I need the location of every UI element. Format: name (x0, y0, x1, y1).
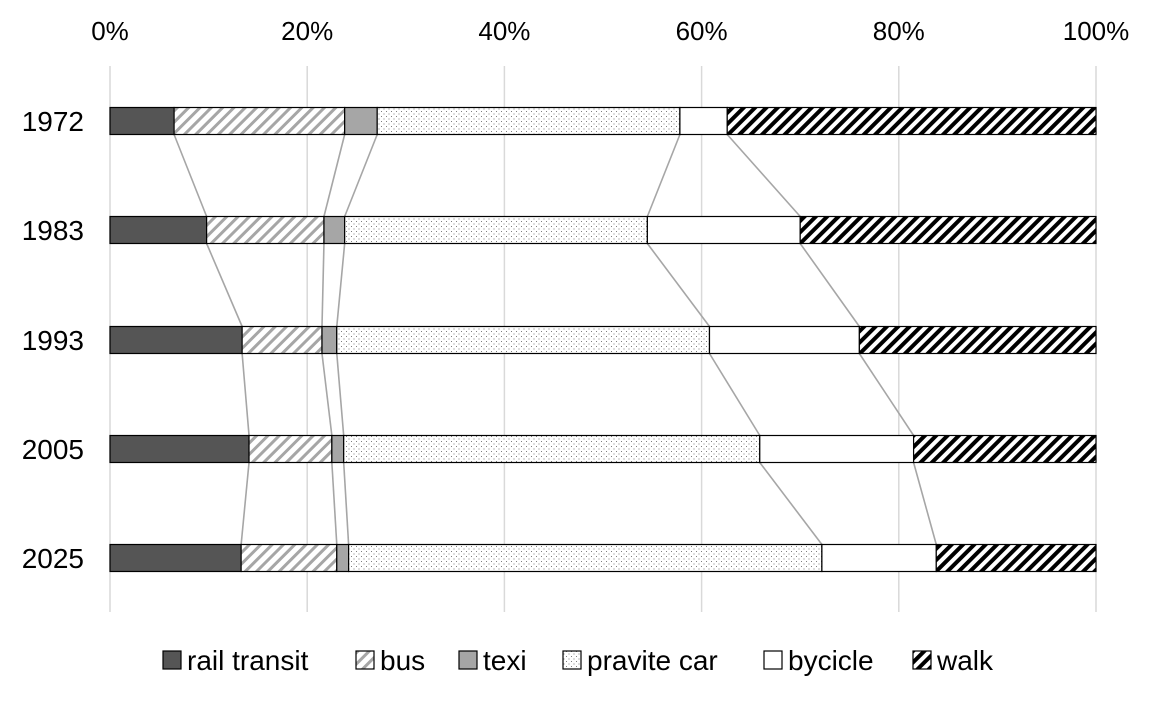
series-line (173, 134, 208, 217)
category-label: 1972 (22, 106, 84, 137)
category-label: 1983 (22, 215, 84, 246)
legend-swatch (458, 650, 478, 670)
legend-swatch (355, 650, 375, 670)
bar-segment-rail-transit (109, 325, 243, 355)
x-tick-label: 40% (478, 16, 530, 46)
series-line (321, 243, 325, 327)
series-line (321, 353, 333, 436)
bar-segment-bycicle (708, 325, 860, 355)
bar-segment-pravite-car (348, 543, 823, 573)
bar-segment-bycicle (646, 215, 801, 245)
series-line (708, 353, 761, 436)
bars (109, 106, 1097, 573)
series-connector-lines (173, 133, 938, 545)
legend-swatch (162, 650, 182, 670)
series-line (331, 462, 338, 545)
bar-segment-texi (323, 215, 346, 245)
bar-segment-rail-transit (109, 543, 242, 573)
bar-segment-walk (912, 434, 1097, 464)
series-line (726, 133, 801, 218)
y-axis-category-labels: 1972 1983 1993 2005 2025 (22, 106, 84, 574)
series-line (323, 134, 346, 217)
series-line (912, 462, 938, 545)
bar-segment-bycicle (821, 543, 937, 573)
legend: rail transit bus texi pravite car bycicle wal… (162, 645, 994, 676)
legend-swatch (562, 650, 582, 670)
bar-segment-bus (248, 434, 333, 464)
series-line (343, 134, 378, 217)
series-line (205, 243, 243, 327)
series-line (241, 353, 250, 436)
bar-segment-bus (206, 215, 325, 245)
bar-segment-texi (344, 106, 378, 136)
series-line (646, 134, 681, 217)
series-line (335, 243, 346, 327)
x-tick-label: 60% (676, 16, 728, 46)
bar-segment-texi (336, 543, 350, 573)
legend-label: walk (936, 645, 994, 676)
bar-segment-bycicle (679, 106, 728, 136)
legend-label: pravite car (587, 645, 718, 676)
bar-segment-texi (321, 325, 338, 355)
series-line (646, 243, 711, 327)
legend-label: bus (380, 645, 425, 676)
bar-segment-rail-transit (109, 215, 208, 245)
category-label: 2025 (22, 543, 84, 574)
series-line (342, 462, 350, 545)
bar-segment-pravite-car (343, 434, 761, 464)
bar-segment-bus (240, 543, 338, 573)
legend-label: rail transit (187, 645, 309, 676)
bar-segment-rail-transit (109, 106, 175, 136)
legend-swatch (763, 650, 783, 670)
bar-segment-walk (799, 215, 1097, 245)
bar-segment-bus (173, 106, 346, 136)
bar-segment-pravite-car (336, 325, 711, 355)
category-label: 2005 (22, 434, 84, 465)
bar-segment-walk (858, 325, 1097, 355)
series-line (858, 353, 915, 436)
x-tick-label: 0% (91, 16, 129, 46)
legend-label: texi (483, 645, 527, 676)
bar-segment-bus (241, 325, 323, 355)
legend-label: bycicle (788, 645, 874, 676)
series-line (799, 243, 861, 327)
bar-segment-bycicle (759, 434, 915, 464)
bar-segment-walk (726, 106, 1097, 136)
series-line (335, 353, 345, 436)
x-tick-label: 80% (873, 16, 925, 46)
bar-segment-rail-transit (109, 434, 250, 464)
bar-segment-texi (331, 434, 345, 464)
series-line (759, 462, 823, 545)
bar-segment-pravite-car (376, 106, 681, 136)
series-line (240, 462, 250, 545)
x-tick-label: 100% (1063, 16, 1130, 46)
legend-swatch (912, 650, 932, 670)
category-label: 1993 (22, 325, 84, 356)
bar-segment-pravite-car (344, 215, 648, 245)
x-axis-tick-labels: 0% 20% 40% 60% 80% 100% (91, 16, 1129, 46)
x-tick-label: 20% (281, 16, 333, 46)
bar-segment-walk (935, 543, 1097, 573)
